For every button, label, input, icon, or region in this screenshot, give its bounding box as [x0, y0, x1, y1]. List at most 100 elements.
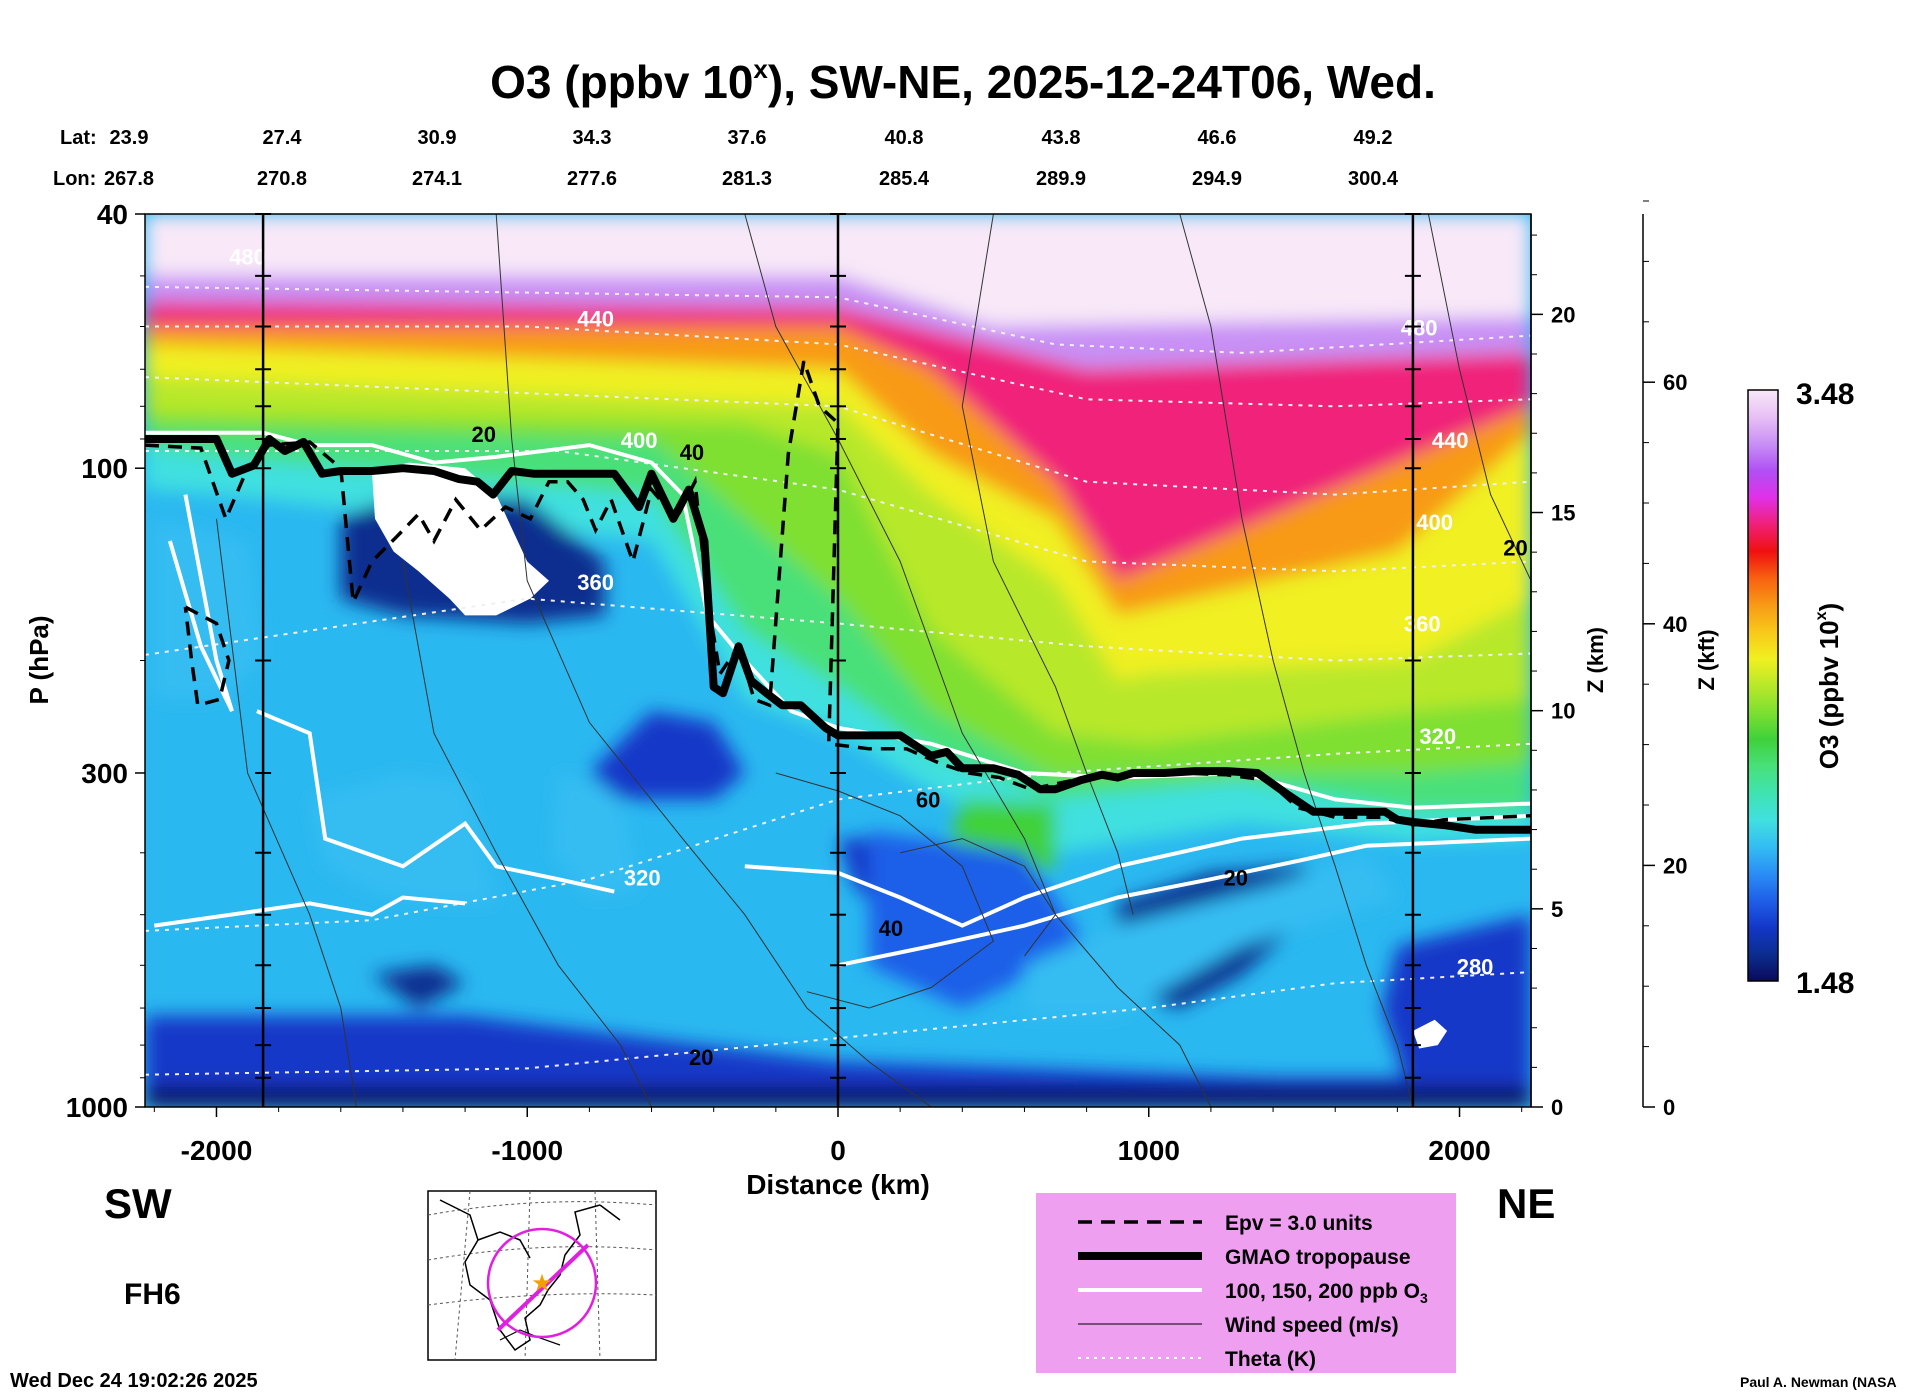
theta-label: 400	[1416, 510, 1453, 535]
y-tick-label: 300	[81, 758, 128, 789]
ozone-feature	[1024, 852, 1398, 1016]
z-km-tick-label: 20	[1551, 302, 1575, 327]
lat-value: 46.6	[1198, 127, 1237, 149]
theta-contour	[145, 376, 1531, 496]
legend-label: Wind speed (m/s)	[1225, 1314, 1399, 1337]
lon-value: 300.4	[1348, 168, 1399, 190]
theta-label: 360	[1404, 611, 1441, 636]
theta-label: 480	[1401, 316, 1438, 341]
lat-value: 37.6	[728, 127, 767, 149]
colorbar-title: O3 (ppbv 10x)	[1813, 603, 1844, 769]
lon-value: 289.9	[1036, 168, 1086, 190]
lat-value: 34.3	[573, 127, 612, 149]
wind-speed-contour	[495, 214, 932, 1107]
theta-label: 480	[229, 245, 266, 270]
theta-label: 400	[621, 428, 658, 453]
lat-value: 49.2	[1354, 127, 1393, 149]
ozone-saturated-region	[371, 462, 549, 616]
ozone-feature	[371, 965, 466, 1008]
wind-speed-contour	[402, 561, 652, 1107]
lon-value: 294.9	[1192, 168, 1242, 190]
z-kft-tick-label: 60	[1663, 370, 1687, 395]
theta-label: 320	[1419, 724, 1456, 749]
colorbar-ramp	[1747, 389, 1779, 982]
z-km-tick-label: 10	[1551, 699, 1575, 724]
wind-speed-contour	[900, 838, 1057, 957]
wind-speed-contour	[961, 214, 1134, 915]
legend-label: Epv = 3.0 units	[1225, 1212, 1373, 1235]
lon-value: 270.8	[257, 168, 307, 190]
lat-lon-header: Lat: Lon: 23.9 27.4 30.9 34.3 37.6 40.8 43.8 46…	[53, 127, 1399, 190]
forecast-hour: FH6	[124, 1278, 181, 1311]
z-km-tick-label: 0	[1551, 1095, 1563, 1120]
ozone-feature	[552, 773, 640, 898]
y-axis-label: P (hPa)	[24, 615, 54, 704]
legend-label: Theta (K)	[1225, 1348, 1316, 1371]
theta-contour	[145, 597, 1531, 662]
direction-ne: NE	[1497, 1180, 1555, 1227]
theta-label: 320	[624, 865, 661, 890]
theta-contour	[145, 325, 1531, 408]
theta-label: 440	[1432, 428, 1469, 453]
epv-contour	[183, 605, 231, 708]
ozone-feature	[589, 711, 745, 800]
x-tick-label: -2000	[181, 1135, 253, 1166]
z-km-tick-label: 15	[1551, 501, 1575, 526]
ozone-saturated-region	[1412, 1019, 1448, 1049]
z-kft-tick-label: 0	[1663, 1095, 1675, 1120]
ozone-band	[145, 344, 1531, 681]
locator-map-center-star: ★	[531, 1270, 553, 1297]
lat-value: 40.8	[885, 127, 924, 149]
x-tick-label: -1000	[491, 1135, 563, 1166]
wind-label: 60	[916, 788, 940, 813]
z-km-axis-label: Z (km)	[1583, 627, 1608, 693]
lat-value: 27.4	[263, 127, 303, 149]
locator-map: ★	[427, 1190, 657, 1361]
legend-label: GMAO tropopause	[1225, 1246, 1411, 1269]
ozone-feature	[309, 773, 497, 904]
wind-label: 20	[1503, 536, 1527, 561]
wind-speed-contour	[775, 772, 995, 1009]
colorbar-min-label: 1.48	[1796, 967, 1854, 1000]
legend: Epv = 3.0 units GMAO tropopause 100, 150, …	[1036, 1193, 1456, 1373]
lon-label: Lon:	[53, 168, 96, 190]
credit: Paul A. Newman (NASA	[1740, 1374, 1897, 1390]
locator-map-range-circle	[486, 1227, 598, 1339]
wind-speed-contour	[744, 214, 1212, 1107]
lat-value: 30.9	[418, 127, 457, 149]
wind-speed-contour	[216, 518, 357, 1107]
legend-label: 100, 150, 200 ppb O3	[1225, 1280, 1428, 1306]
x-tick-label: 1000	[1118, 1135, 1180, 1166]
z-kft-tick-label: 20	[1663, 853, 1687, 878]
ozone-ppb-contour	[256, 709, 615, 894]
ozone-ppb-contour	[154, 895, 466, 928]
z-kft-axis-label: Z (kft)	[1694, 629, 1719, 690]
locator-map-coastline	[439, 1199, 621, 1352]
wind-label: 20	[471, 422, 495, 447]
lon-value: 274.1	[412, 168, 462, 190]
locator-map-section-line	[496, 1243, 590, 1332]
ozone-band	[145, 275, 1531, 370]
y-tick-label: 1000	[66, 1092, 128, 1123]
colorbar-max-label: 3.48	[1796, 378, 1854, 411]
theta-label: 280	[1457, 954, 1494, 979]
tropopause-line	[145, 435, 1531, 834]
z-kft-tick-label: 40	[1663, 612, 1687, 637]
direction-sw: SW	[104, 1180, 172, 1227]
lat-value: 23.9	[110, 127, 149, 149]
lon-value: 285.4	[879, 168, 930, 190]
ozone-feature	[1381, 914, 1531, 1107]
x-tick-label: 2000	[1428, 1135, 1490, 1166]
colorbar: 3.48 1.48 O3 (ppbv 10x)	[1747, 378, 1854, 1000]
y-tick-label: 100	[81, 453, 128, 484]
theta-label: 360	[577, 570, 614, 595]
timestamp: Wed Dec 24 19:02:26 2025	[10, 1370, 258, 1392]
ozone-ppb-contour	[744, 813, 1531, 928]
wind-label: 20	[1224, 865, 1248, 890]
lon-value: 267.8	[104, 168, 154, 190]
chart-title: O3 (ppbv 10x), SW-NE, 2025-12-24T06, Wed…	[490, 54, 1436, 108]
z-km-tick-label: 5	[1551, 897, 1563, 922]
wind-label: 40	[879, 916, 903, 941]
lat-label: Lat:	[60, 127, 97, 149]
